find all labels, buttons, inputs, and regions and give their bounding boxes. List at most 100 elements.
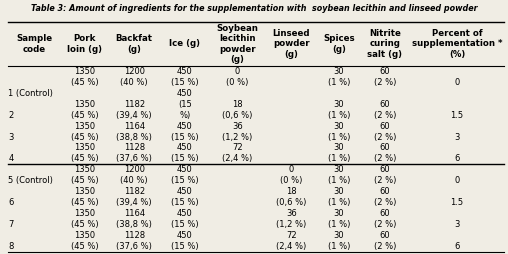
Text: (15 %): (15 %) [171,198,199,207]
Text: (0 %): (0 %) [226,78,248,87]
Text: 1350: 1350 [74,165,95,174]
Text: 450: 450 [177,89,193,98]
Text: (1 %): (1 %) [328,133,350,141]
Text: (40 %): (40 %) [120,78,148,87]
Text: (2 %): (2 %) [374,133,396,141]
Text: (45 %): (45 %) [71,198,99,207]
Text: 30: 30 [334,100,344,109]
Text: %): %) [179,110,190,120]
Text: 0: 0 [235,67,240,76]
Text: (39,4 %): (39,4 %) [116,198,152,207]
Text: Table 3: Amount of ingredients for the supplementation with  soybean lecithin an: Table 3: Amount of ingredients for the s… [30,4,478,13]
Text: 1350: 1350 [74,100,95,109]
Text: 450: 450 [177,209,193,218]
Text: 0: 0 [455,176,460,185]
Text: 1200: 1200 [124,165,145,174]
Text: 450: 450 [177,231,193,240]
Text: (37,6 %): (37,6 %) [116,154,152,163]
Text: 8: 8 [9,242,14,251]
Text: 1182: 1182 [123,100,145,109]
Text: Soybean
lecithin
powder
(g): Soybean lecithin powder (g) [216,24,258,64]
Text: 6: 6 [9,198,14,207]
Text: 1128: 1128 [123,144,145,152]
Text: (1 %): (1 %) [328,198,350,207]
Text: Percent of
supplementation *
(%): Percent of supplementation * (%) [412,29,502,59]
Text: 1350: 1350 [74,122,95,131]
Text: (45 %): (45 %) [71,133,99,141]
Text: (2 %): (2 %) [374,176,396,185]
Text: 0: 0 [289,165,294,174]
Text: 5 (Control): 5 (Control) [9,176,53,185]
Text: 450: 450 [177,187,193,196]
Text: 3: 3 [455,133,460,141]
Text: (15 %): (15 %) [171,133,199,141]
Text: 60: 60 [379,122,390,131]
Text: 30: 30 [334,122,344,131]
Text: (1 %): (1 %) [328,176,350,185]
Text: (15: (15 [178,100,192,109]
Text: Linseed
powder
(g): Linseed powder (g) [272,29,310,59]
Text: 6: 6 [455,154,460,163]
Text: 1350: 1350 [74,67,95,76]
Text: (45 %): (45 %) [71,220,99,229]
Text: (39,4 %): (39,4 %) [116,110,152,120]
Text: 18: 18 [286,187,297,196]
Text: (0 %): (0 %) [280,176,302,185]
Text: Pork
loin (g): Pork loin (g) [67,34,102,54]
Text: 30: 30 [334,231,344,240]
Text: 30: 30 [334,165,344,174]
Text: 6: 6 [455,242,460,251]
Text: 18: 18 [232,100,243,109]
Text: (2 %): (2 %) [374,154,396,163]
Text: (1,2 %): (1,2 %) [222,133,252,141]
Text: 1 (Control): 1 (Control) [9,89,53,98]
Text: (2 %): (2 %) [374,220,396,229]
Text: (15 %): (15 %) [171,242,199,251]
Text: Spices
(g): Spices (g) [323,34,355,54]
Text: (2,4 %): (2,4 %) [222,154,252,163]
Text: (2,4 %): (2,4 %) [276,242,306,251]
Text: (45 %): (45 %) [71,176,99,185]
Text: 3: 3 [9,133,14,141]
Text: (1 %): (1 %) [328,78,350,87]
Text: 30: 30 [334,209,344,218]
Text: 1350: 1350 [74,231,95,240]
Text: 36: 36 [232,122,243,131]
Text: 72: 72 [286,231,297,240]
Text: (15 %): (15 %) [171,176,199,185]
Text: (45 %): (45 %) [71,110,99,120]
Text: 1350: 1350 [74,187,95,196]
Text: 450: 450 [177,67,193,76]
Text: (15 %): (15 %) [171,154,199,163]
Text: 1350: 1350 [74,144,95,152]
Text: 7: 7 [9,220,14,229]
Text: (45 %): (45 %) [71,242,99,251]
Text: (2 %): (2 %) [374,78,396,87]
Text: 60: 60 [379,231,390,240]
Text: 2: 2 [9,110,14,120]
Text: (0,6 %): (0,6 %) [222,110,252,120]
Text: Nitrite
curing
salt (g): Nitrite curing salt (g) [367,29,402,59]
Text: (1 %): (1 %) [328,110,350,120]
Text: 60: 60 [379,187,390,196]
Text: 30: 30 [334,187,344,196]
Text: (2 %): (2 %) [374,110,396,120]
Text: (1 %): (1 %) [328,220,350,229]
Text: (0,6 %): (0,6 %) [276,198,306,207]
Text: 1.5: 1.5 [451,198,464,207]
Text: (40 %): (40 %) [120,176,148,185]
Text: 30: 30 [334,144,344,152]
Text: Backfat
(g): Backfat (g) [116,34,153,54]
Text: Ice (g): Ice (g) [169,39,201,49]
Text: 1182: 1182 [123,187,145,196]
Text: 72: 72 [232,144,243,152]
Text: (1,2 %): (1,2 %) [276,220,306,229]
Text: 60: 60 [379,209,390,218]
Text: (1 %): (1 %) [328,154,350,163]
Text: 1.5: 1.5 [451,110,464,120]
Text: 1164: 1164 [123,209,145,218]
Text: 3: 3 [455,220,460,229]
Text: 1350: 1350 [74,209,95,218]
Text: 1200: 1200 [124,67,145,76]
Text: (37,6 %): (37,6 %) [116,242,152,251]
